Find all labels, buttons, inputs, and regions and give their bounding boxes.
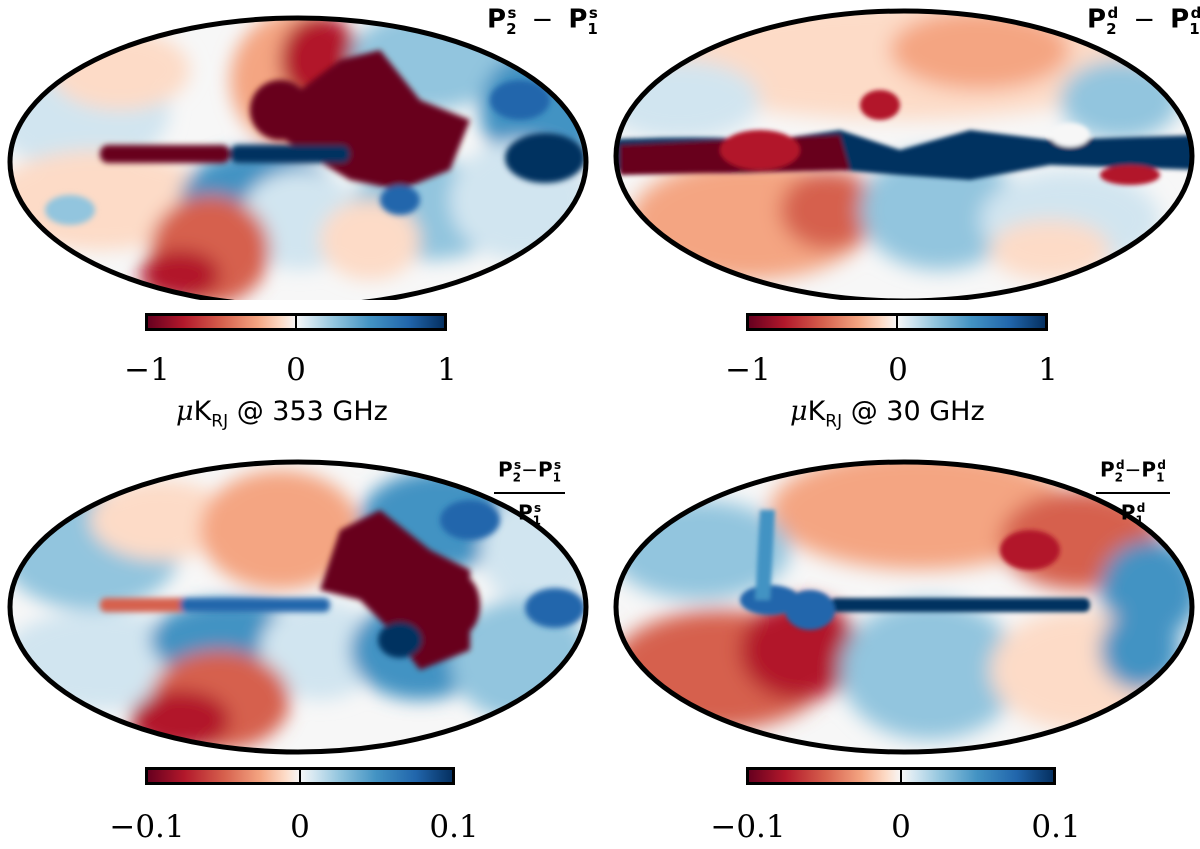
panel-title-p1: P2s − P1s [487,4,598,38]
colorbar-mid-label: 0 [888,352,908,388]
colorbar-p4 [746,767,1056,785]
colorbar-max-label: 1 [1038,352,1058,388]
colorbar-p1 [145,313,447,331]
panel-title-p3: P2s−P1s P1s [494,453,566,532]
map-relative-p2s-p1s [7,459,589,755]
unit-label-p2: μKRJ @ 30 GHz [790,396,985,432]
colorbar-mid-label: 0 [891,809,911,845]
map-outline [7,459,589,755]
colorbar-max-label: 0.1 [1031,809,1081,845]
unit-label-p1: μKRJ @ 353 GHz [176,396,388,432]
map-relative-p2d-p1d [613,459,1195,755]
panel-title-p4: P2d−P1d P1d [1096,453,1171,532]
colorbar-min-label: −0.1 [109,809,185,845]
colorbar-max-label: 0.1 [429,809,479,845]
colorbar-max-label: 1 [437,352,457,388]
colorbar-min-label: −1 [124,352,170,388]
colorbar-min-label: −1 [725,352,771,388]
map-p2d-minus-p1d [613,8,1195,300]
panel-title-p2: P2d − P1d [1087,4,1200,38]
colorbar-mid-label: 0 [286,352,306,388]
colorbar-mid-label: 0 [290,809,310,845]
map-outline [7,15,589,300]
map-p2s-minus-p1s [7,15,589,300]
map-outline [613,8,1195,300]
map-outline [613,459,1195,755]
colorbar-min-label: −0.1 [710,809,786,845]
colorbar-p3 [145,767,455,785]
colorbar-p2 [746,313,1048,331]
